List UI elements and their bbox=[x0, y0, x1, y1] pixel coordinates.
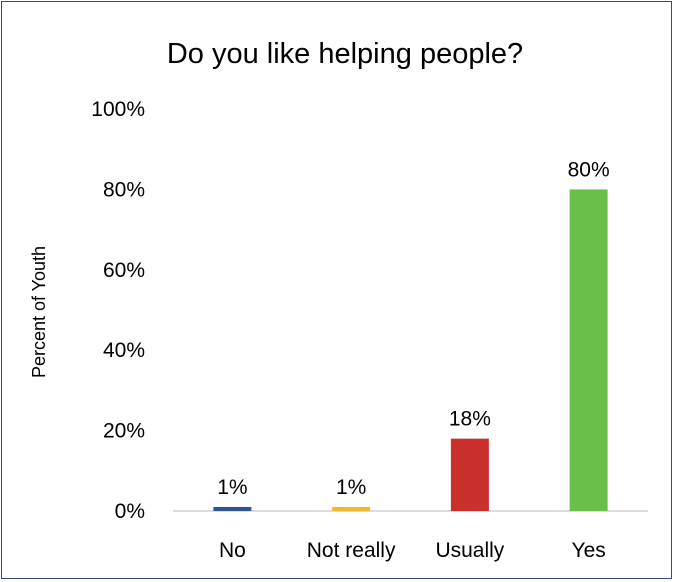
category-label: No bbox=[219, 539, 246, 562]
y-tick-label: 80% bbox=[103, 178, 145, 201]
category-labels: No Not really Usually Yes bbox=[219, 539, 606, 562]
y-tick-label: 0% bbox=[115, 500, 145, 523]
y-tick-label: 20% bbox=[103, 420, 145, 443]
bar-yes bbox=[569, 189, 608, 511]
data-label: 1% bbox=[336, 476, 366, 499]
category-label: Usually bbox=[435, 539, 504, 562]
bar-no bbox=[213, 506, 252, 511]
bar-not-really bbox=[332, 506, 371, 511]
y-axis-label: Percent of Youth bbox=[29, 246, 49, 378]
bar-usually bbox=[450, 438, 489, 511]
data-label: 1% bbox=[217, 476, 247, 499]
y-tick-label: 40% bbox=[103, 339, 145, 362]
bars bbox=[213, 189, 608, 511]
data-label: 18% bbox=[449, 408, 491, 431]
category-label: Not really bbox=[307, 539, 396, 562]
y-tick-label: 60% bbox=[103, 259, 145, 282]
y-tick-labels: 0% 20% 40% 60% 80% 100% bbox=[91, 98, 145, 523]
chart-title: Do you like helping people? bbox=[167, 38, 523, 70]
data-label: 80% bbox=[568, 158, 610, 181]
y-tick-label: 100% bbox=[91, 98, 145, 121]
category-label: Yes bbox=[571, 539, 605, 562]
data-labels: 1% 1% 18% 80% bbox=[217, 158, 609, 499]
